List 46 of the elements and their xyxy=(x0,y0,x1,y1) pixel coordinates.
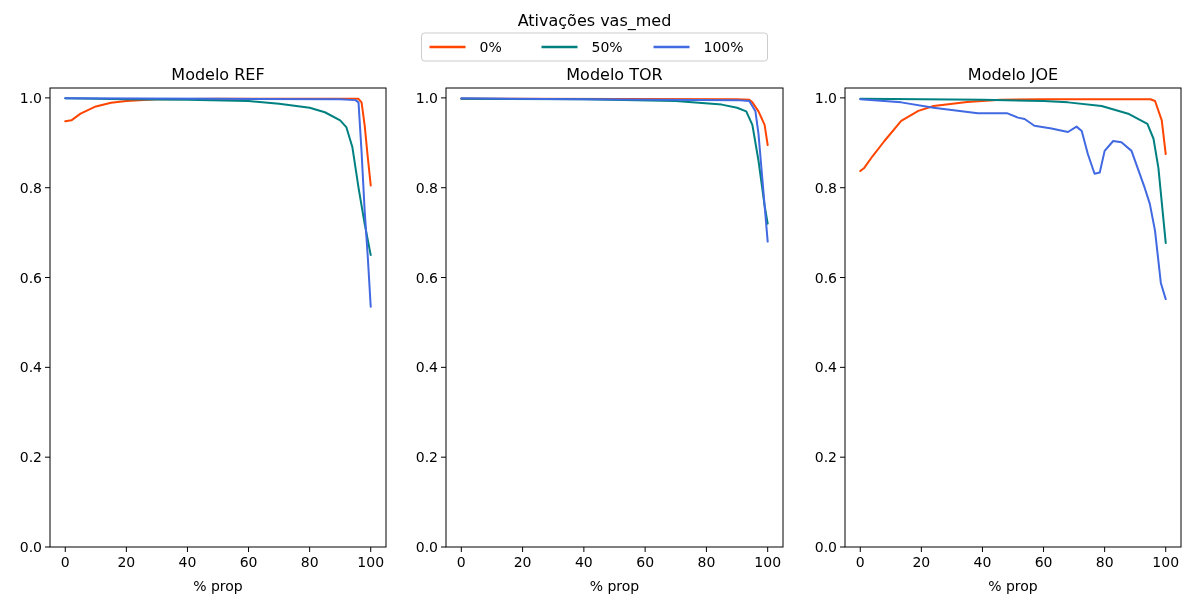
y-tick-label: 0.2 xyxy=(415,449,438,466)
x-tick-label: 40 xyxy=(178,554,197,570)
y-tick-label: 0.0 xyxy=(415,539,438,555)
x-tick-label: 20 xyxy=(117,554,136,570)
x-tick-label: 20 xyxy=(513,554,532,570)
x-tick-label: 80 xyxy=(300,554,319,570)
x-tick-label: 0 xyxy=(60,554,70,570)
x-tick-label: 0 xyxy=(855,554,865,570)
y-tick-label: 0.6 xyxy=(415,269,439,286)
y-tick-label: 0.0 xyxy=(814,539,837,555)
y-tick-label: 0.8 xyxy=(814,179,837,196)
legend-label: 50% xyxy=(591,39,623,55)
x-axis-title: % prop xyxy=(988,578,1038,594)
x-axis-title: % prop xyxy=(589,578,640,594)
chart-title: Modelo REF xyxy=(171,65,265,84)
x-tick-label: 40 xyxy=(574,554,593,570)
x-axis-title: % prop xyxy=(193,578,243,594)
x-tick-label: 60 xyxy=(1034,554,1053,570)
x-tick-label: 100 xyxy=(754,554,782,570)
x-tick-label: 40 xyxy=(973,554,992,570)
x-tick-label: 80 xyxy=(1095,554,1114,570)
chart-title: Modelo JOE xyxy=(967,65,1059,84)
x-tick-label: 100 xyxy=(357,554,385,570)
y-tick-label: 0.4 xyxy=(19,359,43,376)
x-tick-label: 20 xyxy=(912,554,931,570)
y-tick-label: 0.2 xyxy=(814,449,837,466)
legend-label: 100% xyxy=(703,39,744,55)
x-tick-label: 60 xyxy=(636,554,655,570)
x-tick-label: 80 xyxy=(697,554,716,570)
y-tick-label: 1.0 xyxy=(814,89,837,106)
x-tick-label: 0 xyxy=(456,554,466,570)
x-tick-label: 100 xyxy=(1152,554,1180,570)
y-tick-label: 0.0 xyxy=(19,539,42,555)
y-tick-label: 0.6 xyxy=(19,269,43,286)
y-tick-label: 0.4 xyxy=(814,359,838,376)
y-tick-label: 0.6 xyxy=(814,269,838,286)
chart-title: Modelo TOR xyxy=(566,65,663,84)
legend-title: Ativações vas_med xyxy=(517,11,672,31)
legend-label: 0% xyxy=(479,39,502,55)
y-tick-label: 0.2 xyxy=(19,449,42,466)
y-tick-label: 1.0 xyxy=(415,89,438,106)
y-tick-label: 0.4 xyxy=(415,359,439,376)
y-tick-label: 0.8 xyxy=(19,179,42,196)
y-tick-label: 1.0 xyxy=(19,89,42,106)
y-tick-label: 0.8 xyxy=(415,179,438,196)
x-tick-label: 60 xyxy=(239,554,258,570)
